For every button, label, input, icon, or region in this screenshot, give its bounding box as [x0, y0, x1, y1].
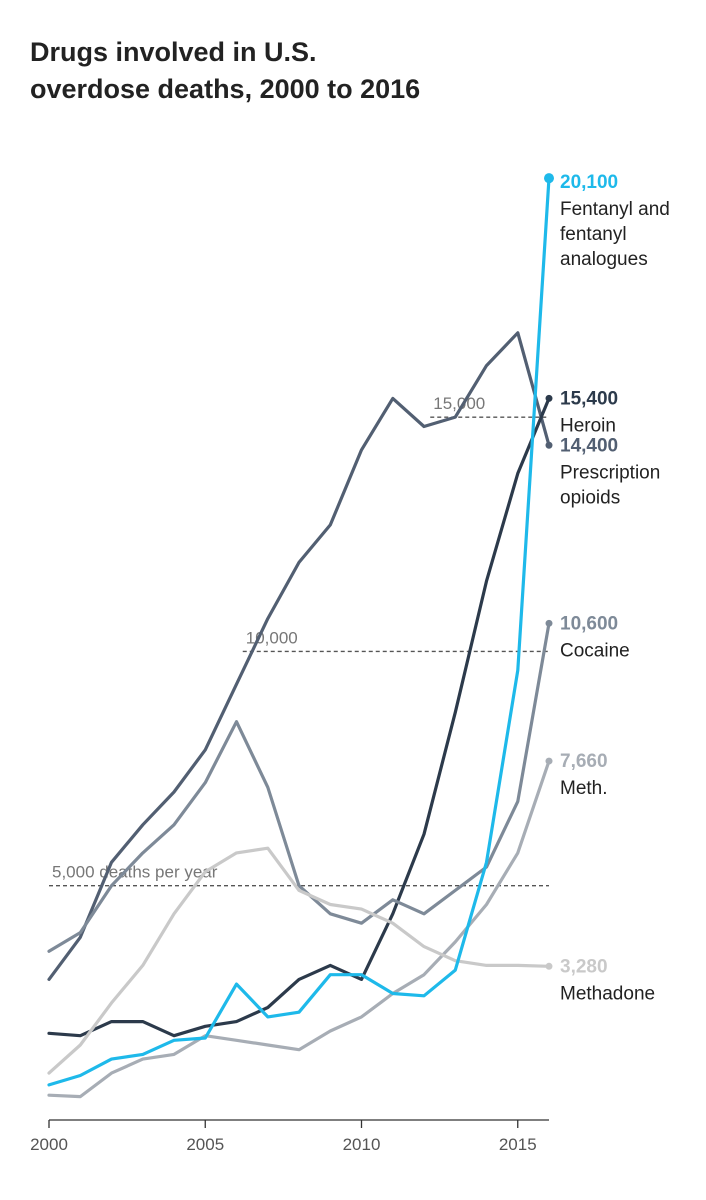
end-label-prescription-opioids-1: Prescription [560, 462, 660, 483]
x-tick-label-2005: 2005 [186, 1135, 224, 1154]
end-value-prescription-opioids: 14,400 [560, 435, 618, 456]
end-marker-fentanyl-and-fentanyl-analogues [544, 173, 554, 184]
end-label-meth-1: Meth. [560, 778, 608, 799]
end-label-methadone-1: Methadone [560, 983, 655, 1004]
x-tick-label-2000: 2000 [30, 1135, 68, 1154]
end-label-fentanyl-and-fentanyl-analogues-1: Fentanyl and [560, 199, 670, 220]
end-value-cocaine: 10,600 [560, 613, 618, 634]
reference-lines: 5,000 deaths per year 10,000 15,000 [49, 394, 549, 887]
end-label-cocaine-1: Cocaine [560, 640, 630, 661]
chart-title-line-2: overdose deaths, 2000 to 2016 [30, 74, 421, 104]
end-marker-cocaine [545, 619, 553, 627]
series-line-prescription-opioids [47, 331, 551, 982]
end-labels: 14,400 Prescription opioids 15,400 Heroin 10,… [560, 172, 670, 1004]
end-value-heroin: 15,400 [560, 388, 618, 409]
reference-label-10000: 10,000 [246, 628, 298, 647]
end-value-methadone: 3,280 [560, 956, 608, 977]
series-line-meth [47, 759, 551, 1099]
x-tick-label-2015: 2015 [499, 1135, 537, 1154]
end-label-prescription-opioids-2: opioids [560, 487, 620, 508]
x-tick-label-2010: 2010 [343, 1135, 381, 1154]
series-line-heroin [47, 396, 551, 1038]
end-marker-methadone [545, 962, 553, 970]
series-line-methadone [47, 846, 551, 1075]
end-label-heroin-1: Heroin [560, 415, 616, 436]
end-value-meth: 7,660 [560, 751, 608, 772]
chart-title-line-1: Drugs involved in U.S. [30, 37, 317, 67]
series-lines [47, 173, 554, 1099]
series-line-cocaine [47, 621, 551, 953]
reference-label-15000: 15,000 [433, 394, 485, 413]
x-axis: 2000 2005 2010 2015 [30, 1119, 549, 1154]
reference-label-5000: 5,000 deaths per year [52, 863, 218, 882]
end-label-fentanyl-and-fentanyl-analogues-3: analogues [560, 249, 648, 270]
end-marker-heroin [545, 394, 553, 402]
chart-title: Drugs involved in U.S. overdose deaths, … [30, 34, 550, 108]
end-label-fentanyl-and-fentanyl-analogues-2: fentanyl [560, 224, 627, 245]
series-line-fentanyl-and-fentanyl-analogues [47, 176, 551, 1087]
end-marker-prescription-opioids [545, 441, 553, 449]
end-value-fentanyl-and-fentanyl-analogues: 20,100 [560, 172, 618, 193]
end-marker-meth [545, 757, 553, 765]
